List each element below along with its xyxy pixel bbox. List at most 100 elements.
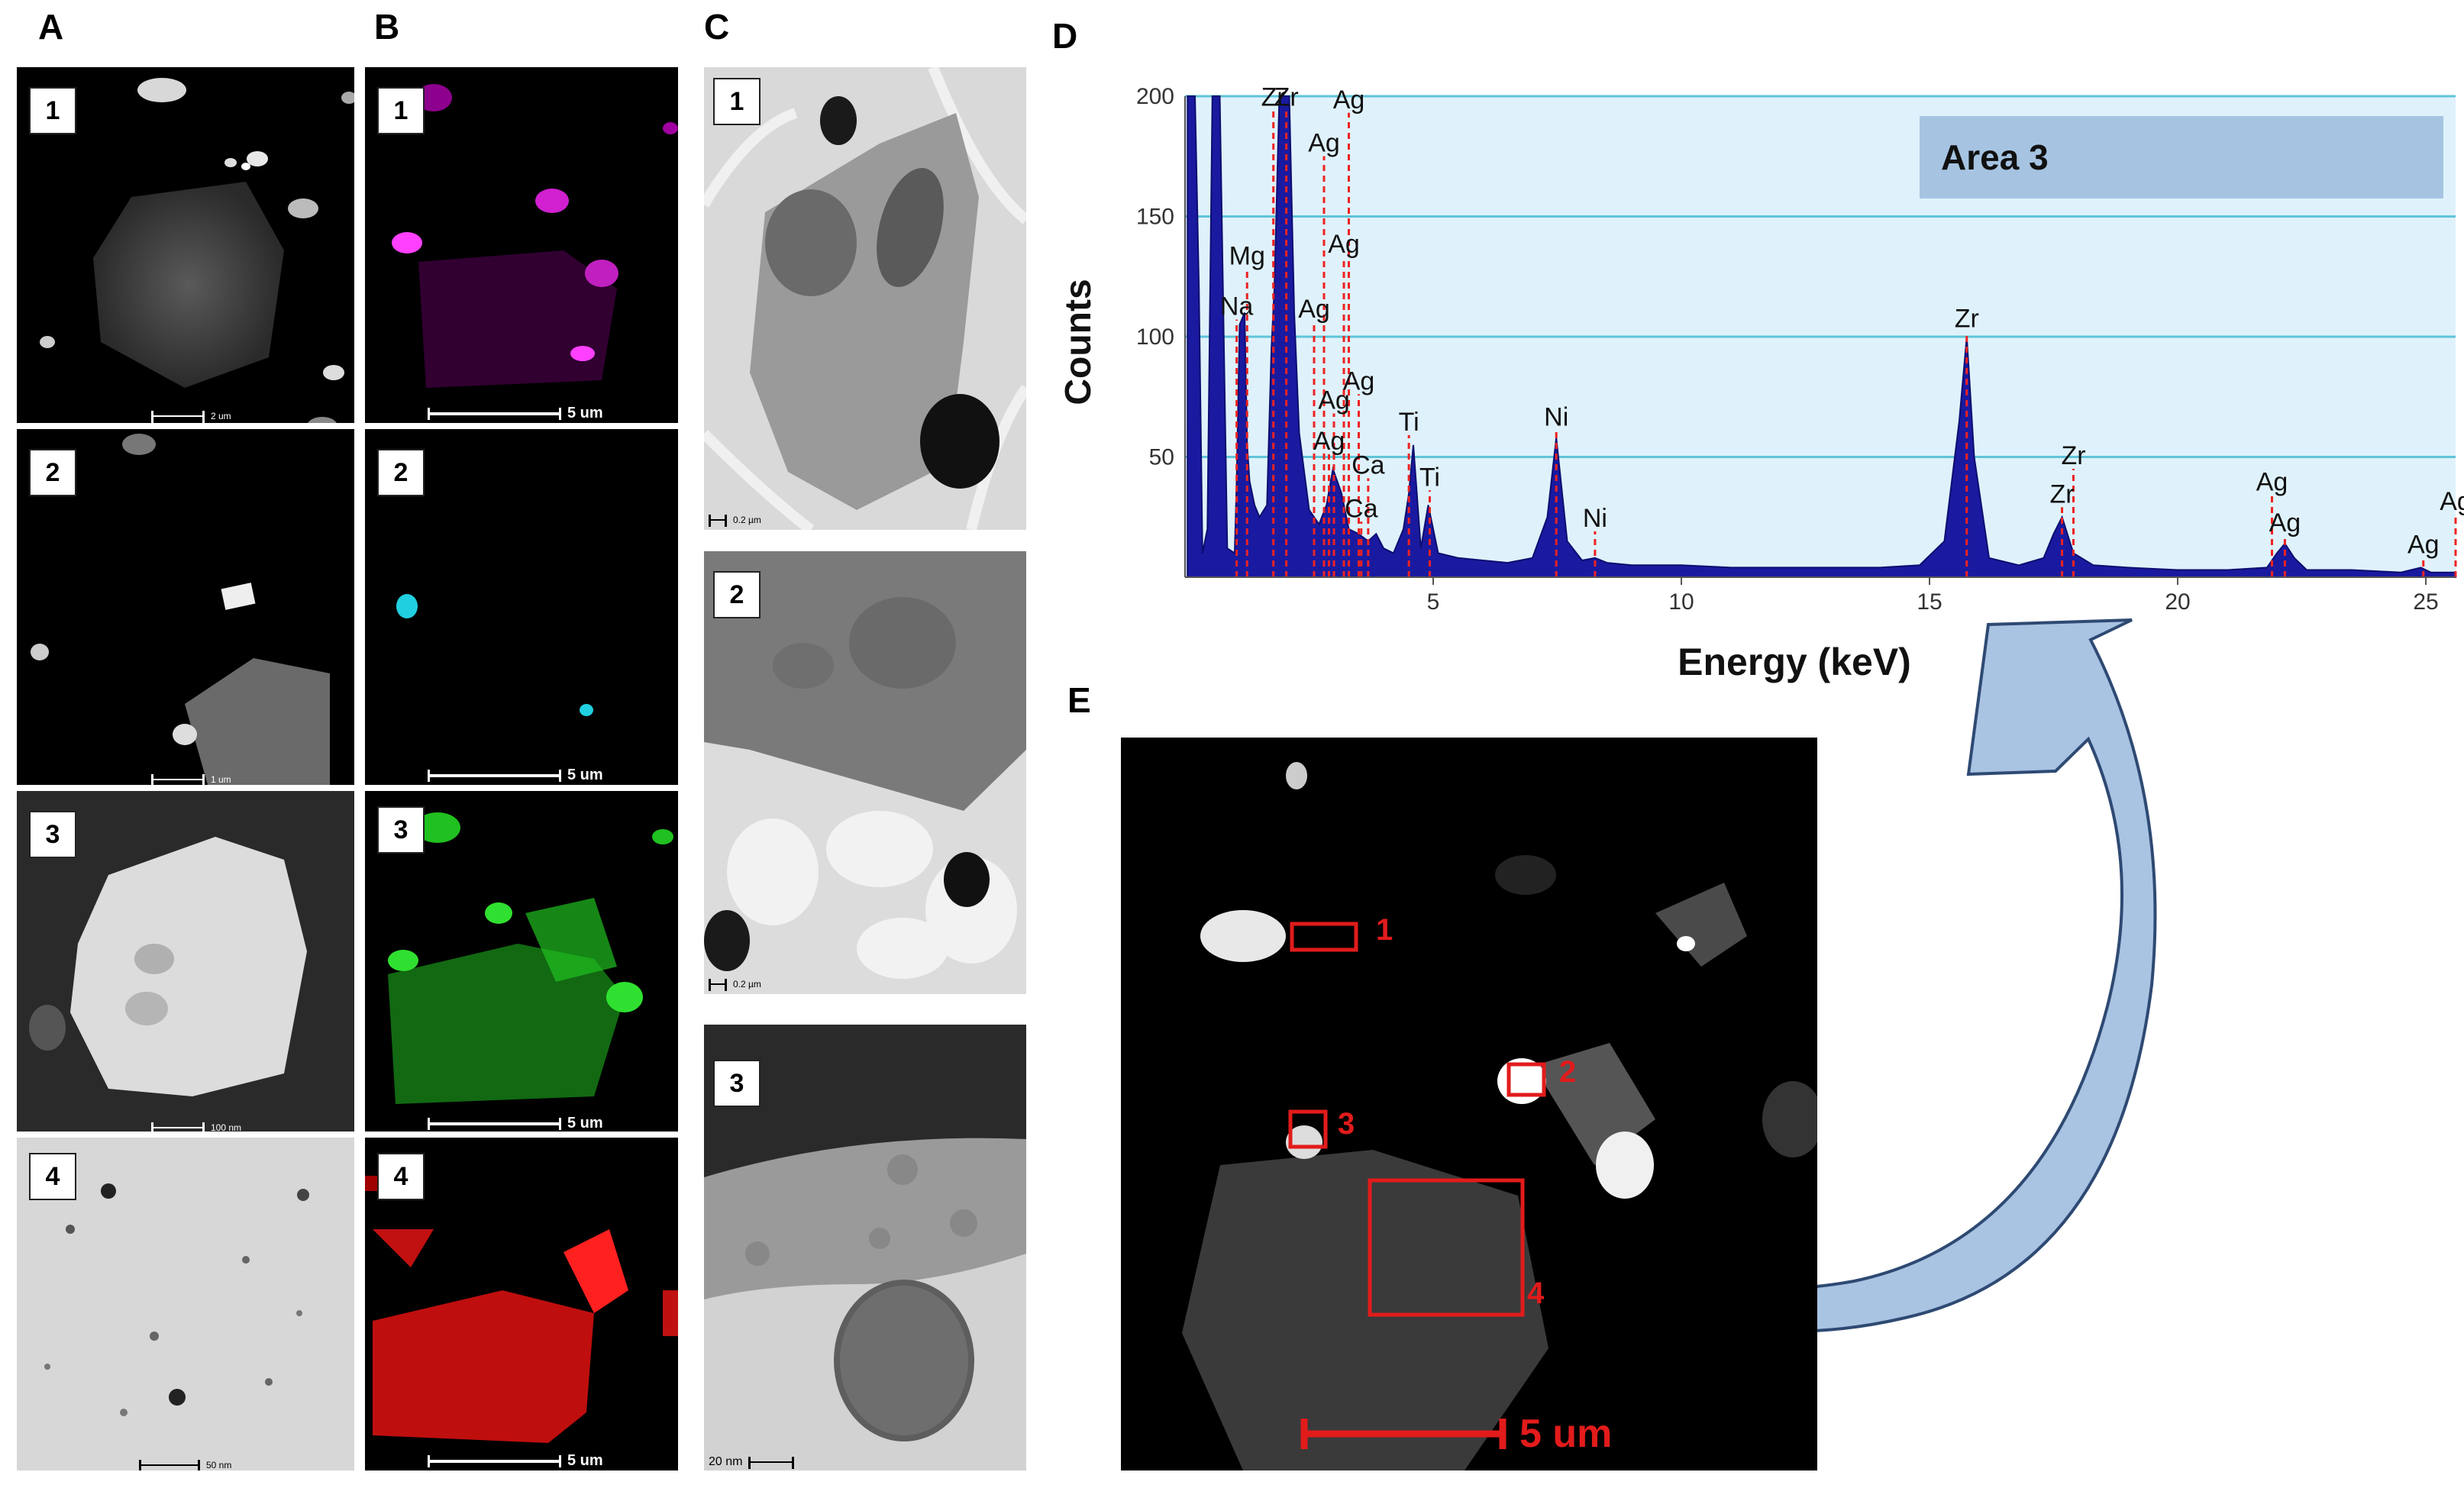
peak-label: Ag	[1308, 128, 1340, 157]
panel-letter-b: B	[374, 7, 400, 47]
peak-label: Ag	[2269, 508, 2301, 538]
scale-bar: 5 um	[428, 1115, 603, 1132]
y-tick-label: 150	[1136, 205, 1174, 230]
grid-lines	[1185, 95, 2456, 458]
scale-bar-label: 5 um	[567, 1115, 603, 1132]
scale-bar-label: 5 um	[567, 767, 603, 783]
peak-label: Zr	[1261, 83, 1286, 112]
peak-label: Ag	[1328, 230, 1360, 259]
x-tick-label: 5	[1427, 589, 1440, 615]
panel-b4-elemental-map: 4 5 um	[365, 1138, 678, 1470]
annotation-box	[1920, 116, 2443, 199]
scale-bar-label: 5 um	[1519, 1412, 1613, 1456]
x-tick-label: 10	[1668, 589, 1694, 615]
peak-label: Ag	[2407, 531, 2440, 560]
y-tick-labels: 50 100 150 200	[1136, 84, 1174, 470]
panel-number: 3	[29, 811, 76, 858]
scale-bar-label: 50 nm	[206, 1460, 232, 1470]
peak-label: Mg	[1229, 242, 1265, 271]
peak-label: Ag	[1298, 295, 1330, 324]
peak-label: Ni	[1583, 504, 1607, 533]
panel-a4-tem-image: 4 50 nm	[17, 1138, 354, 1470]
scale-bar: 20 nm	[709, 1455, 795, 1469]
scale-bar: 50 nm	[139, 1460, 231, 1470]
panel-number: 4	[377, 1153, 425, 1200]
panel-number: 1	[713, 78, 761, 125]
scale-bar: 5 um	[428, 405, 603, 422]
x-axis-title: Energy (keV)	[1678, 641, 1911, 683]
panel-number: 1	[29, 87, 76, 134]
panel-letter-e: E	[1067, 680, 1091, 720]
peak-label: Zr	[2050, 479, 2075, 508]
peak-labels: NaMgZrZrAgAgAgAgAgAgAgCaCaTiTiNiNiZrZrZr…	[1220, 83, 2464, 560]
scale-bar-label: 100 nm	[211, 1122, 242, 1132]
panel-b1-elemental-map: 1 5 um	[365, 67, 678, 423]
panel-e-haadf-image: 1 2 3 4 5 um	[1121, 738, 1817, 1470]
panel-number: 3	[377, 806, 425, 854]
region-label-4: 4	[1527, 1277, 1545, 1310]
peak-label: Ni	[1544, 403, 1568, 432]
x-tick-label: 20	[2165, 589, 2190, 615]
panel-letter-a: A	[38, 7, 64, 47]
region-label-2: 2	[1559, 1055, 1577, 1089]
panel-c2-tem-image: 2 0.2 µm	[704, 551, 1026, 994]
panel-number: 2	[713, 571, 761, 618]
scale-bar: 100 nm	[151, 1122, 241, 1132]
scale-bar: 2 um	[151, 411, 231, 423]
peak-label: Ag	[1343, 366, 1375, 395]
peak-label: Ti	[1419, 463, 1440, 492]
panel-number: 3	[713, 1060, 761, 1107]
scale-bar-label: 5 um	[567, 405, 603, 421]
scale-bar-label: 1 um	[211, 774, 231, 785]
peak-label: Ag	[1313, 427, 1345, 456]
peak-label: Na	[1220, 292, 1254, 321]
y-axis-title: Counts	[1058, 279, 1099, 405]
region-label-1: 1	[1376, 913, 1393, 947]
scale-bar-label: 0.2 µm	[733, 979, 761, 989]
x-tick-label: 15	[1917, 589, 1942, 615]
scale-bar-label: 20 nm	[709, 1455, 743, 1468]
scale-bar: 5 um	[428, 1452, 603, 1470]
y-tick-label: 200	[1136, 84, 1174, 109]
scale-bar: 0.2 µm	[709, 515, 761, 527]
peak-label: Zr	[1955, 304, 1979, 333]
panel-number: 1	[377, 87, 425, 134]
peak-label: Ca	[1351, 451, 1385, 480]
panel-a3-haadf-image: 3 100 nm	[17, 791, 354, 1132]
peak-label: Ag	[2256, 468, 2288, 497]
scale-bar-label: 2 um	[211, 411, 231, 421]
scale-bar-label: 0.2 µm	[733, 515, 761, 525]
panel-letter-c: C	[704, 7, 730, 47]
scale-bar-label: 5 um	[567, 1452, 603, 1469]
peak-label: Ag	[1318, 386, 1350, 415]
y-tick-label: 100	[1136, 324, 1174, 350]
panel-number: 2	[29, 449, 76, 496]
panel-c1-tem-image: 1 0.2 µm	[704, 67, 1026, 530]
panel-c3-tem-image: 3 20 nm	[704, 1025, 1026, 1470]
panel-number: 2	[377, 449, 425, 496]
peak-markers	[1235, 110, 2457, 577]
peak-label: Zr	[1274, 83, 1299, 112]
scale-bar: 0.2 µm	[709, 979, 761, 991]
particle-1	[1200, 910, 1286, 962]
panel-b3-elemental-map: 3 5 um	[365, 791, 678, 1132]
x-tick-label: 25	[2413, 589, 2438, 615]
peak-label: Ag	[1333, 86, 1365, 115]
region-label-3: 3	[1338, 1107, 1355, 1141]
peak-label: Ag	[2440, 487, 2464, 516]
x-tick-labels: 5 10 15 20 25	[1427, 577, 2439, 615]
scale-bar: 5 um	[428, 767, 603, 784]
panel-a2-haadf-image: 2 1 um	[17, 429, 354, 785]
panel-letter-d: D	[1052, 16, 1078, 56]
scale-bar: 1 um	[151, 774, 231, 785]
peak-label: Zr	[2061, 441, 2085, 470]
annotation-area-3: Area 3	[1941, 137, 2049, 177]
panel-b2-elemental-map: 2 5 um	[365, 429, 678, 785]
panel-a1-haadf-image: 1 2 um	[17, 67, 354, 423]
panel-number: 4	[29, 1153, 76, 1200]
peak-label: Ca	[1345, 494, 1378, 523]
peak-label: Ti	[1399, 408, 1419, 437]
y-tick-label: 50	[1149, 445, 1174, 470]
